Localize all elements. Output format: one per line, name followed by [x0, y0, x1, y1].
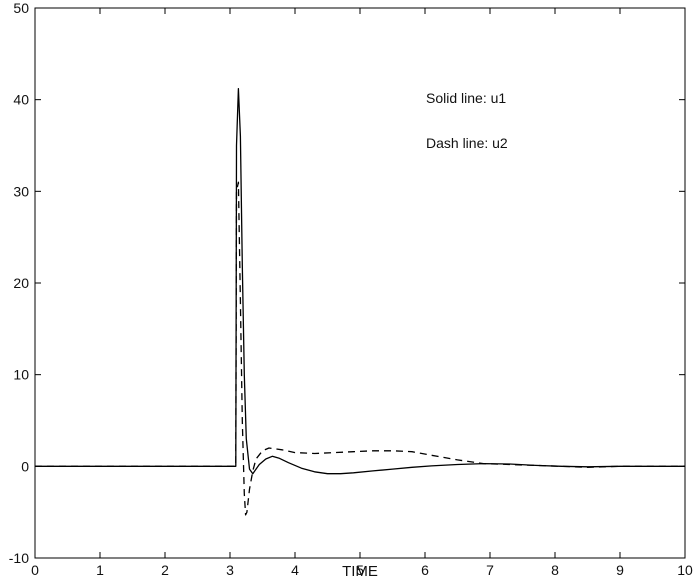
- series-line-u2: [35, 181, 685, 516]
- x-tick-label: 2: [161, 562, 169, 578]
- y-tick-label: 50: [13, 0, 29, 16]
- y-tick-label: 30: [13, 183, 29, 199]
- x-tick-label: 8: [551, 562, 559, 578]
- x-axis-title: TIME: [342, 563, 378, 580]
- x-tick-label: 1: [96, 562, 104, 578]
- y-tick-label: 20: [13, 275, 29, 291]
- series-line-u1: [35, 88, 685, 475]
- x-tick-label: 9: [616, 562, 624, 578]
- annotation-solid-line: Solid line: u1: [426, 90, 506, 106]
- x-tick-label: 0: [31, 562, 39, 578]
- annotation-dash-line: Dash line: u2: [426, 135, 508, 151]
- y-tick-label: -10: [9, 550, 29, 566]
- y-tick-label: 40: [13, 92, 29, 108]
- series-layer: [35, 88, 685, 516]
- y-tick-label: 10: [13, 367, 29, 383]
- x-tick-label: 10: [677, 562, 693, 578]
- x-tick-label: 6: [421, 562, 429, 578]
- plot-frame: [34, 7, 686, 559]
- x-tick-label: 4: [291, 562, 299, 578]
- x-tick-label: 3: [226, 562, 234, 578]
- x-tick-label: 7: [486, 562, 494, 578]
- x-tick-label: 5: [356, 562, 364, 578]
- y-tick-label: 0: [21, 458, 29, 474]
